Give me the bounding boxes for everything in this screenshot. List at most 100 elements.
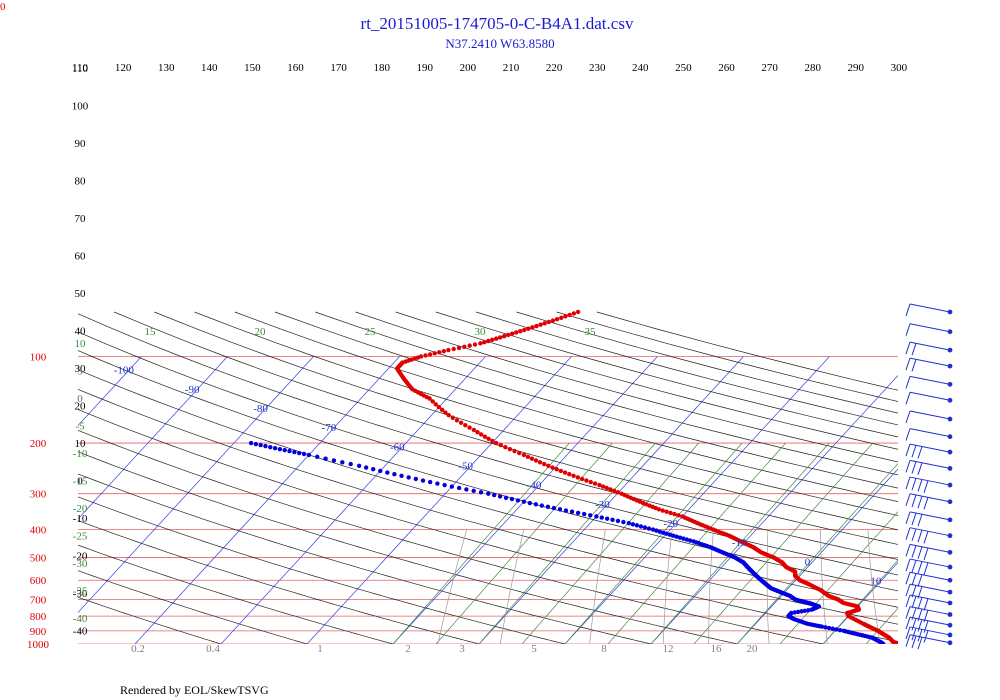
barb-flag xyxy=(905,392,911,405)
top-tick-label: 110 xyxy=(72,62,89,74)
theta-label: 70 xyxy=(75,213,87,225)
temperature-point xyxy=(463,422,468,428)
barb-staff xyxy=(909,583,951,593)
theta-label: -40 xyxy=(73,626,88,638)
barb-staff xyxy=(909,428,951,438)
barb-staff xyxy=(909,616,951,626)
barb-flag xyxy=(911,545,917,558)
moist-adiabat-line xyxy=(607,442,786,644)
mixing-ratio-label: 3 xyxy=(459,643,465,655)
isotherm-label: -90 xyxy=(185,384,200,396)
barb-flag xyxy=(917,495,923,509)
pressure-tick-label: 700 xyxy=(30,594,47,606)
barb-staff xyxy=(909,626,951,636)
temperature-point xyxy=(490,438,495,444)
isotherm-label: -40 xyxy=(527,480,542,492)
temperature-point xyxy=(418,354,424,359)
temperature-point xyxy=(676,513,681,518)
top-tick-label: 170 xyxy=(330,62,347,74)
moist-adiabat-label: 15 xyxy=(145,326,157,338)
theta-label: -30 xyxy=(73,588,88,600)
isotherm-line xyxy=(478,356,744,644)
barb-flag xyxy=(911,478,917,491)
barb-flag xyxy=(905,493,911,506)
temperature-point xyxy=(619,491,624,496)
moist-adiabat-label: 25 xyxy=(365,326,377,338)
barb-flag xyxy=(905,634,911,647)
dry-adiabat-line xyxy=(113,311,898,545)
moist-adiabat-label: -25 xyxy=(73,531,88,543)
dewpoint-point xyxy=(681,536,686,541)
barb-flag xyxy=(911,618,917,631)
temperature-point xyxy=(554,467,559,472)
theta-label: 100 xyxy=(72,101,89,113)
dewpoint-point xyxy=(272,445,278,451)
dewpoint-point xyxy=(667,532,673,537)
moist-adiabat-line xyxy=(736,463,898,644)
dewpoint-point xyxy=(456,485,462,491)
mixing-ratio-line xyxy=(437,529,468,644)
barb-staff xyxy=(909,476,951,486)
dewpoint-point xyxy=(638,524,644,529)
dewpoint-point xyxy=(789,610,794,616)
temperature-point xyxy=(559,315,564,320)
temperature-point xyxy=(423,353,428,358)
dewpoint-point xyxy=(301,451,307,457)
top-tick-label: 250 xyxy=(675,62,692,74)
chart-subtitle: N37.2410 W63.8580 xyxy=(445,36,554,51)
temperature-point xyxy=(472,342,478,347)
dewpoint-point xyxy=(826,625,832,631)
barb-flag xyxy=(905,428,911,441)
dry-adiabat-line xyxy=(78,473,652,644)
dry-adiabat-line xyxy=(194,311,898,516)
dry-adiabat-line xyxy=(355,311,898,463)
temperature-point xyxy=(454,418,460,423)
dewpoint-point xyxy=(646,526,652,531)
dewpoint-point xyxy=(486,491,491,496)
barb-flag xyxy=(905,460,911,473)
barb-flag xyxy=(917,446,923,459)
isotherm-label: -100 xyxy=(114,365,135,377)
temperature-point xyxy=(439,407,445,413)
mixing-ratio-label: 16 xyxy=(711,643,723,655)
barb-staff xyxy=(909,511,951,521)
theta-label: 0 xyxy=(77,476,83,488)
dewpoint-point xyxy=(533,502,539,507)
theta-label: 80 xyxy=(75,176,87,188)
dewpoint-point xyxy=(370,467,376,472)
temperature-point xyxy=(467,343,472,348)
temperature-point xyxy=(537,460,543,465)
credit-text: Rendered by EOL/SkewTSVG xyxy=(120,683,269,697)
barb-staff xyxy=(909,391,951,401)
pressure-tick-label: 500 xyxy=(30,552,47,564)
top-tick-label: 270 xyxy=(761,62,778,74)
barb-flag xyxy=(905,606,911,619)
moist-adiabat-label: 20 xyxy=(255,326,267,338)
temperature-point xyxy=(664,509,669,514)
temperature-point xyxy=(497,335,503,340)
isotherm-label: -60 xyxy=(390,441,405,453)
mixing-ratio-line xyxy=(930,530,949,644)
pressure-tick-label: 600 xyxy=(30,575,47,587)
temperature-point xyxy=(518,329,523,334)
dewpoint-point xyxy=(674,534,679,539)
dewpoint-point xyxy=(378,468,383,474)
top-tick-label: 160 xyxy=(287,62,304,74)
barb-flag xyxy=(917,574,923,587)
moist-adiabat-label: 10 xyxy=(75,338,87,350)
dewpoint-point xyxy=(449,484,455,489)
dewpoint-point xyxy=(545,504,551,510)
dewpoint-point xyxy=(660,530,666,535)
temperature-point xyxy=(509,331,515,336)
barb-flag xyxy=(905,544,911,557)
dewpoint-point xyxy=(834,627,839,632)
barb-staff xyxy=(909,323,951,333)
temperature-point xyxy=(486,338,491,344)
isotherm-line xyxy=(78,356,314,613)
barb-flag xyxy=(911,573,917,586)
isotherm-label: -20 xyxy=(663,518,678,530)
temperature-point xyxy=(584,478,589,483)
dewpoint-point xyxy=(248,440,254,446)
isotherm-label: -70 xyxy=(322,422,337,434)
